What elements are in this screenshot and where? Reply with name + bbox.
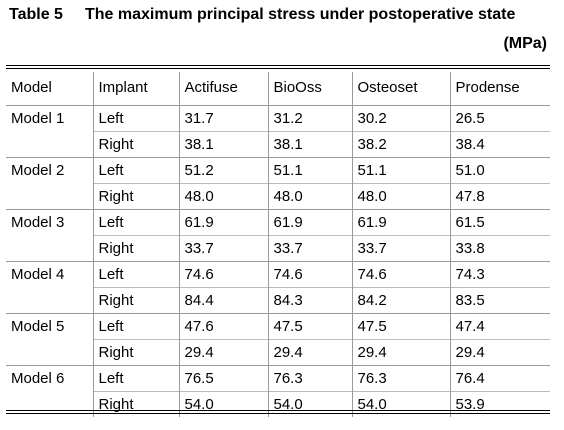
table-row: Model 4 Left 74.6 74.6 74.6 74.3 — [6, 261, 550, 314]
table-caption: Table 5 The maximum principal stress unde… — [9, 6, 515, 24]
table-row: Model 6 Left 76.5 76.3 76.3 76.4 — [6, 365, 550, 417]
top-rule — [6, 65, 550, 66]
value-cell: 29.4 — [351, 339, 450, 366]
table-row: Model 3 Left 61.9 61.9 61.9 61.5 — [6, 209, 550, 262]
value-cell: 76.3 — [351, 365, 450, 392]
value-cell: 84.2 — [351, 287, 450, 314]
value-cell: 33.7 — [178, 235, 268, 262]
value-cell: 38.2 — [351, 131, 450, 158]
value-cell: 26.5 — [449, 105, 550, 132]
value-cell: 33.7 — [351, 235, 450, 262]
value-cell: 47.8 — [449, 183, 550, 210]
value-cell: 51.1 — [267, 157, 352, 184]
value-cell: 29.4 — [449, 339, 550, 366]
bottom-rule — [6, 410, 550, 411]
table-row: Model 5 Left 47.6 47.5 47.5 47.4 — [6, 313, 550, 366]
value-cell: 47.6 — [178, 313, 268, 340]
value-cell: 84.4 — [178, 287, 268, 314]
value-cell: 47.5 — [351, 313, 450, 340]
table-row: Right 33.7 33.7 33.7 33.8 — [6, 235, 550, 262]
implant-cell: Left — [92, 209, 179, 236]
value-cell: 38.1 — [267, 131, 352, 158]
table-row: Model 1 Left 31.7 31.2 30.2 26.5 — [6, 105, 550, 158]
model-cell: Model 4 — [6, 261, 93, 314]
table-row: Right 48.0 48.0 48.0 47.8 — [6, 183, 550, 210]
value-cell: 74.6 — [178, 261, 268, 288]
value-cell: 48.0 — [178, 183, 268, 210]
implant-cell: Left — [92, 261, 179, 288]
value-cell: 74.3 — [449, 261, 550, 288]
implant-cell: Right — [92, 131, 179, 158]
implant-cell: Left — [92, 157, 179, 184]
table-row: Right 29.4 29.4 29.4 29.4 — [6, 339, 550, 366]
stress-table: Model Implant Actifuse BioOss Osteoset P… — [6, 72, 550, 417]
value-cell: 76.3 — [267, 365, 352, 392]
header-cell: BioOss — [267, 72, 352, 106]
value-cell: 31.7 — [178, 105, 268, 132]
implant-cell: Right — [92, 235, 179, 262]
value-cell: 51.0 — [449, 157, 550, 184]
model-cell: Model 3 — [6, 209, 93, 262]
implant-cell: Right — [92, 287, 179, 314]
model-cell: Model 1 — [6, 105, 93, 158]
header-cell: Osteoset — [351, 72, 450, 106]
header-cell: Implant — [92, 72, 179, 106]
value-cell: 29.4 — [267, 339, 352, 366]
model-cell: Model 5 — [6, 313, 93, 366]
value-cell: 74.6 — [267, 261, 352, 288]
value-cell: 51.1 — [351, 157, 450, 184]
value-cell: 30.2 — [351, 105, 450, 132]
value-cell: 76.5 — [178, 365, 268, 392]
value-cell: 76.4 — [449, 365, 550, 392]
header-cell: Model — [6, 72, 93, 106]
header-cell: Actifuse — [178, 72, 268, 106]
value-cell: 84.3 — [267, 287, 352, 314]
implant-cell: Left — [92, 105, 179, 132]
bottom-rule-double — [6, 412, 550, 414]
implant-cell: Left — [92, 313, 179, 340]
table-row: Right 38.1 38.1 38.2 38.4 — [6, 131, 550, 158]
value-cell: 83.5 — [449, 287, 550, 314]
implant-cell: Left — [92, 365, 179, 392]
value-cell: 61.9 — [178, 209, 268, 236]
table-title: The maximum principal stress under posto… — [85, 6, 516, 23]
value-cell: 61.9 — [267, 209, 352, 236]
value-cell: 33.7 — [267, 235, 352, 262]
table-row: Right 84.4 84.3 84.2 83.5 — [6, 287, 550, 314]
table-number: Table 5 — [9, 6, 63, 23]
value-cell: 38.1 — [178, 131, 268, 158]
value-cell: 48.0 — [267, 183, 352, 210]
model-cell: Model 6 — [6, 365, 93, 417]
value-cell: 38.4 — [449, 131, 550, 158]
value-cell: 61.9 — [351, 209, 450, 236]
table-unit: (MPa) — [503, 35, 547, 52]
value-cell: 33.8 — [449, 235, 550, 262]
value-cell: 61.5 — [449, 209, 550, 236]
value-cell: 48.0 — [351, 183, 450, 210]
model-cell: Model 2 — [6, 157, 93, 210]
table-row: Model 2 Left 51.2 51.1 51.1 51.0 — [6, 157, 550, 210]
implant-cell: Right — [92, 183, 179, 210]
value-cell: 31.2 — [267, 105, 352, 132]
top-rule-double — [6, 67, 550, 69]
value-cell: 47.5 — [267, 313, 352, 340]
value-cell: 47.4 — [449, 313, 550, 340]
implant-cell: Right — [92, 339, 179, 366]
value-cell: 74.6 — [351, 261, 450, 288]
header-cell: Prodense — [449, 72, 550, 106]
value-cell: 51.2 — [178, 157, 268, 184]
value-cell: 29.4 — [178, 339, 268, 366]
header-row: Model Implant Actifuse BioOss Osteoset P… — [6, 72, 550, 106]
